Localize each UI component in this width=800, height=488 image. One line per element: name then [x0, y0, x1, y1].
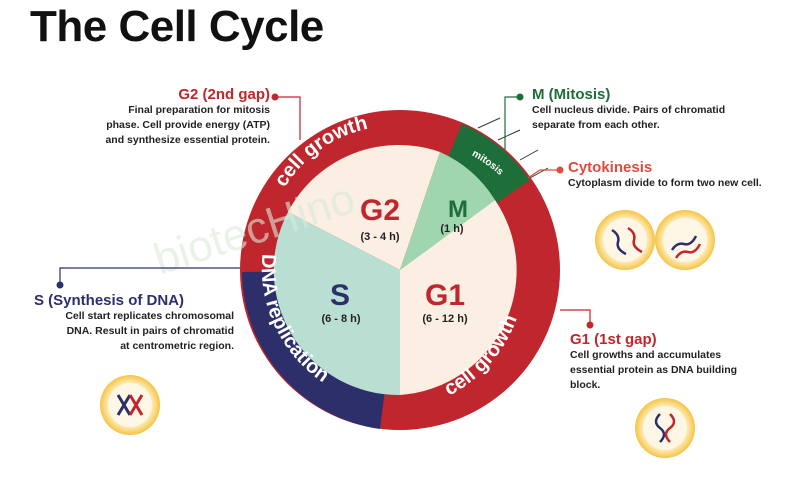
m-callout: M (Mitosis) Cell nucleus divide. Pairs o… [532, 86, 762, 133]
m-desc-line: Cell nucleus divide. Pairs of chromatid [532, 104, 726, 116]
g2-desc-line: phase. Cell provide energy (ATP) [106, 119, 270, 131]
s-phase-cell-icon [100, 375, 160, 435]
callout-connectors [59, 96, 591, 325]
m-description: Cell nucleus divide. Pairs of chromatid … [532, 103, 762, 133]
g1-desc-line: block. [570, 379, 601, 391]
m-desc-line: separate from each other. [532, 119, 660, 131]
s-desc-line: Cell start replicates chromosomal [65, 310, 234, 322]
cytokinesis-cells-icon [595, 210, 715, 270]
s-description: Cell start replicates chromosomal DNA. R… [34, 309, 234, 354]
g2-label: G2 [360, 194, 400, 227]
g1-heading: G1 (1st gap) [570, 331, 657, 348]
cytokinesis-desc-line: Cytoplasm divide to form two new cell. [568, 177, 762, 189]
g1-label: G1 [425, 279, 465, 312]
s-desc-line: at centrometric region. [120, 340, 234, 352]
s-sector [273, 212, 400, 396]
g2-callout: G2 (2nd gap) Final preparation for mitos… [90, 86, 270, 148]
s-heading: S (Synthesis of DNA) [34, 292, 185, 309]
g1-description: Cell growths and accumulates essential p… [570, 348, 790, 393]
page-title: The Cell Cycle [30, 2, 324, 51]
s-callout: S (Synthesis of DNA) Cell start replicat… [34, 292, 234, 354]
g2-duration: (3 - 4 h) [360, 231, 399, 243]
m-heading: M (Mitosis) [532, 86, 611, 103]
cytokinesis-description: Cytoplasm divide to form two new cell. [568, 176, 793, 191]
g1-phase-cell-icon [635, 398, 695, 458]
g1-sector [400, 200, 517, 395]
g2-desc-line: and synthesize essential protein. [105, 134, 270, 146]
g1-duration: (6 - 12 h) [422, 313, 468, 325]
m-sector [400, 152, 495, 270]
s-desc-line: DNA. Result in pairs of chromatid [66, 325, 234, 337]
cytokinesis-heading: Cytokinesis [568, 159, 653, 176]
g2-description: Final preparation for mitosis phase. Cel… [90, 103, 270, 148]
g2-sector [288, 144, 440, 270]
g1-callout: G1 (1st gap) Cell growths and accumulate… [570, 331, 790, 393]
s-label: S [330, 279, 350, 312]
s-duration: (6 - 8 h) [321, 313, 360, 325]
g1-desc-line: essential protein as DNA building [570, 364, 738, 376]
cytokinesis-callout: Cytokinesis Cytoplasm divide to form two… [568, 159, 793, 191]
g1-desc-line: Cell growths and accumulates [570, 349, 722, 361]
m-label: M [448, 196, 468, 223]
g2-heading: G2 (2nd gap) [178, 86, 270, 103]
callout-dots [56, 93, 594, 329]
g2-desc-line: Final preparation for mitosis [128, 104, 270, 116]
m-duration: (1 h) [440, 223, 464, 235]
